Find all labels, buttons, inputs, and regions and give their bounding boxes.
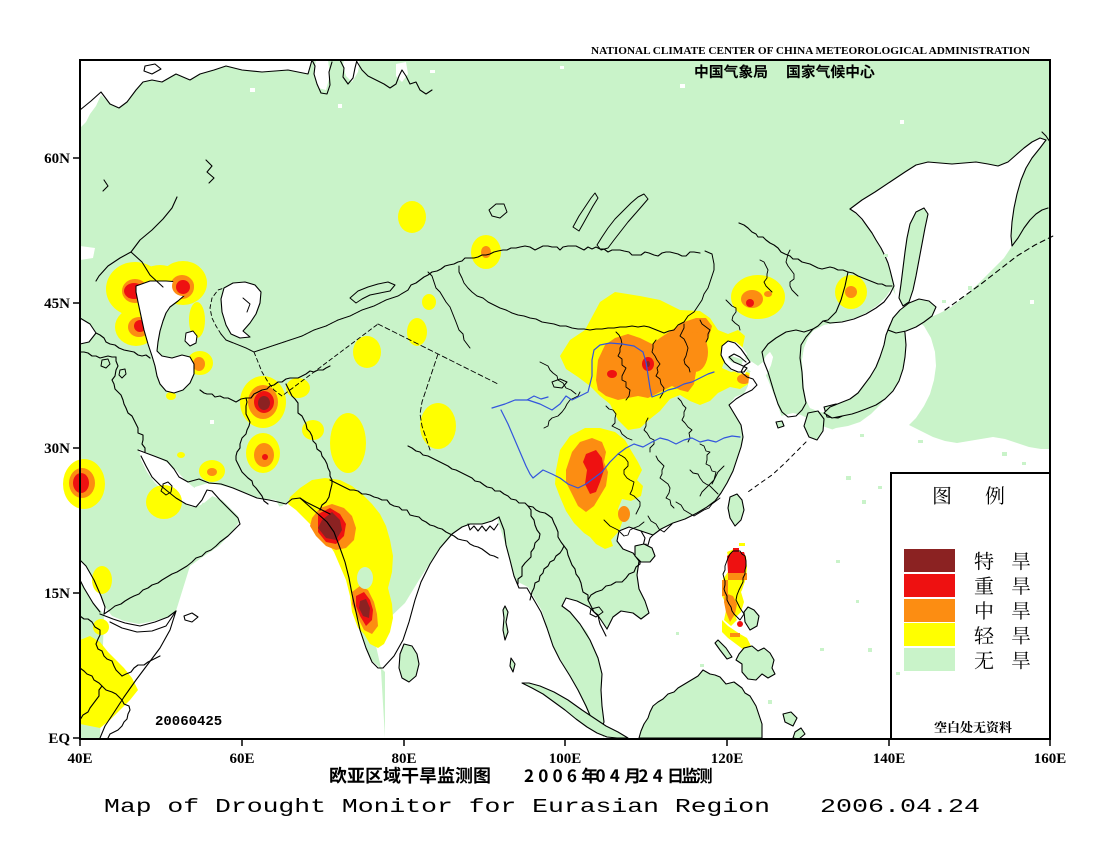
svg-text:30N: 30N — [44, 441, 70, 457]
svg-text:160E: 160E — [1034, 751, 1067, 767]
svg-text:NATIONAL CLIMATE CENTER OF CHI: NATIONAL CLIMATE CENTER OF CHINA METEORO… — [591, 45, 1030, 57]
svg-text:60N: 60N — [44, 151, 70, 167]
svg-text:40E: 40E — [67, 751, 92, 767]
svg-text:80E: 80E — [391, 751, 416, 767]
svg-text:60E: 60E — [229, 751, 254, 767]
svg-text:140E: 140E — [873, 751, 906, 767]
svg-text:45N: 45N — [44, 296, 70, 312]
svg-text:EQ: EQ — [48, 731, 70, 747]
svg-text:20060425: 20060425 — [155, 714, 222, 730]
svg-text:120E: 120E — [711, 751, 744, 767]
svg-text:Map of Drought Monitor for Eur: Map of Drought Monitor for Eurasian Regi… — [104, 796, 770, 818]
svg-text:100E: 100E — [549, 751, 582, 767]
svg-text:2006.04.24: 2006.04.24 — [820, 796, 980, 818]
svg-text:15N: 15N — [44, 586, 70, 602]
